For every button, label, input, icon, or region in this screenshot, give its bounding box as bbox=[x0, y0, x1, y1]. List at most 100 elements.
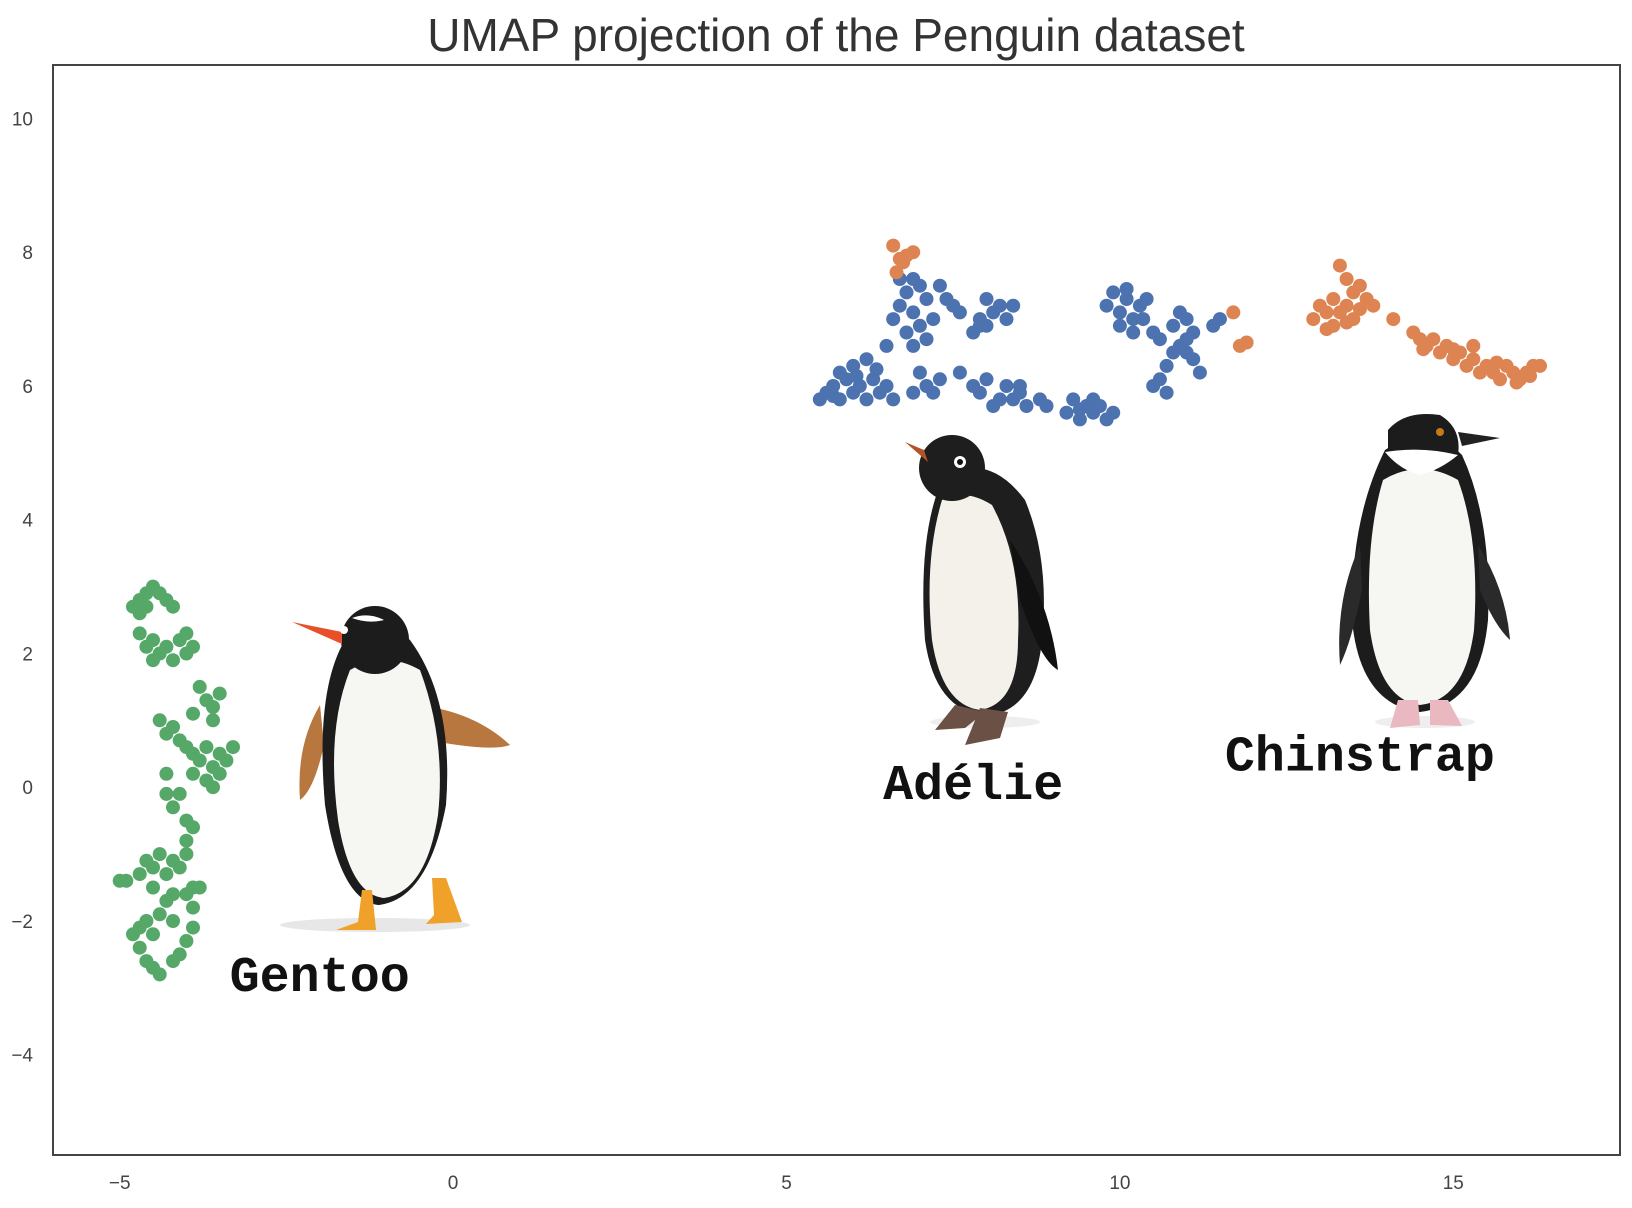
data-point bbox=[1192, 365, 1207, 380]
data-point bbox=[869, 362, 884, 377]
data-point bbox=[206, 780, 220, 795]
data-point bbox=[859, 392, 874, 407]
data-point bbox=[1306, 312, 1321, 327]
series-1 bbox=[886, 238, 1547, 390]
data-point bbox=[886, 312, 901, 327]
data-point bbox=[166, 720, 180, 734]
data-point bbox=[979, 372, 994, 387]
data-point bbox=[199, 740, 214, 755]
data-point bbox=[1012, 379, 1027, 393]
x-tick-label: 5 bbox=[781, 1173, 792, 1194]
data-point bbox=[1426, 332, 1441, 347]
data-point bbox=[159, 867, 174, 882]
data-point bbox=[146, 880, 160, 895]
data-point bbox=[1086, 392, 1101, 407]
data-point bbox=[899, 325, 914, 340]
species-labels: Gentoo Adélie Chinstrap bbox=[230, 730, 1495, 1008]
data-point bbox=[906, 245, 921, 260]
data-point bbox=[1159, 358, 1174, 373]
data-point bbox=[912, 365, 927, 380]
data-point bbox=[1139, 292, 1154, 306]
data-point bbox=[1489, 355, 1504, 370]
data-point bbox=[212, 766, 227, 781]
data-point bbox=[1179, 345, 1194, 360]
data-point bbox=[226, 740, 240, 755]
data-point bbox=[186, 820, 200, 835]
data-point bbox=[952, 365, 967, 380]
data-point bbox=[906, 305, 921, 320]
y-tick-label: 8 bbox=[22, 243, 33, 264]
data-point bbox=[1166, 318, 1181, 333]
species-label-chinstrap: Chinstrap bbox=[1225, 730, 1495, 787]
data-point bbox=[146, 633, 160, 648]
data-point bbox=[849, 369, 864, 383]
species-label-adlie: Adélie bbox=[883, 758, 1063, 815]
data-point bbox=[979, 292, 994, 306]
data-point bbox=[886, 392, 901, 407]
data-point bbox=[1416, 342, 1431, 357]
data-point bbox=[1146, 325, 1161, 340]
data-point bbox=[166, 914, 180, 928]
data-point bbox=[132, 626, 147, 641]
data-point bbox=[859, 352, 874, 367]
data-point bbox=[1509, 375, 1524, 390]
data-point bbox=[906, 338, 921, 353]
data-point bbox=[179, 833, 194, 848]
data-point bbox=[1066, 392, 1081, 407]
data-point bbox=[146, 653, 160, 668]
data-point bbox=[166, 599, 180, 614]
data-point bbox=[986, 399, 1001, 413]
data-point bbox=[126, 927, 140, 942]
data-point bbox=[179, 847, 194, 862]
data-point bbox=[932, 372, 947, 387]
data-point bbox=[1533, 358, 1547, 373]
data-point bbox=[152, 713, 167, 728]
data-point bbox=[832, 365, 847, 380]
data-point bbox=[1039, 399, 1054, 413]
data-point bbox=[1466, 352, 1481, 367]
y-tick-label: 0 bbox=[22, 778, 33, 799]
data-point bbox=[1152, 372, 1167, 387]
gentoo-penguin-picture bbox=[280, 606, 510, 932]
data-point bbox=[219, 753, 234, 768]
data-point bbox=[159, 639, 174, 654]
data-point bbox=[186, 706, 200, 721]
data-point bbox=[1019, 399, 1034, 413]
data-point bbox=[146, 860, 160, 875]
data-point bbox=[152, 847, 167, 862]
penguin-illustrations bbox=[280, 414, 1510, 932]
data-point bbox=[206, 700, 220, 714]
y-tick-label: 10 bbox=[12, 110, 33, 131]
data-point bbox=[172, 947, 187, 962]
data-point bbox=[1072, 402, 1087, 417]
data-point bbox=[1339, 298, 1354, 313]
data-point bbox=[879, 338, 894, 353]
data-point bbox=[159, 786, 174, 801]
data-point bbox=[166, 800, 180, 815]
data-point bbox=[172, 860, 187, 875]
data-point bbox=[952, 305, 967, 320]
data-point bbox=[1319, 322, 1334, 337]
data-point bbox=[1136, 312, 1151, 327]
y-tick-label: −4 bbox=[11, 1046, 33, 1067]
data-point bbox=[206, 713, 220, 728]
data-point bbox=[1059, 405, 1074, 420]
data-point bbox=[826, 379, 841, 393]
data-point bbox=[152, 907, 167, 922]
data-point bbox=[1493, 372, 1507, 387]
data-point bbox=[1112, 318, 1127, 333]
data-point bbox=[972, 385, 987, 400]
data-point bbox=[906, 272, 921, 286]
data-point bbox=[1159, 385, 1174, 400]
species-label-gentoo: Gentoo bbox=[230, 950, 410, 1007]
adelie-penguin-picture bbox=[905, 435, 1058, 745]
data-point bbox=[172, 786, 187, 801]
data-point bbox=[1386, 312, 1401, 327]
y-axis-tick-labels: −4 −2 0 2 4 6 8 10 bbox=[11, 110, 33, 1067]
data-point bbox=[889, 265, 904, 280]
data-point bbox=[992, 298, 1007, 313]
data-point bbox=[1319, 305, 1334, 320]
data-point bbox=[186, 766, 200, 781]
